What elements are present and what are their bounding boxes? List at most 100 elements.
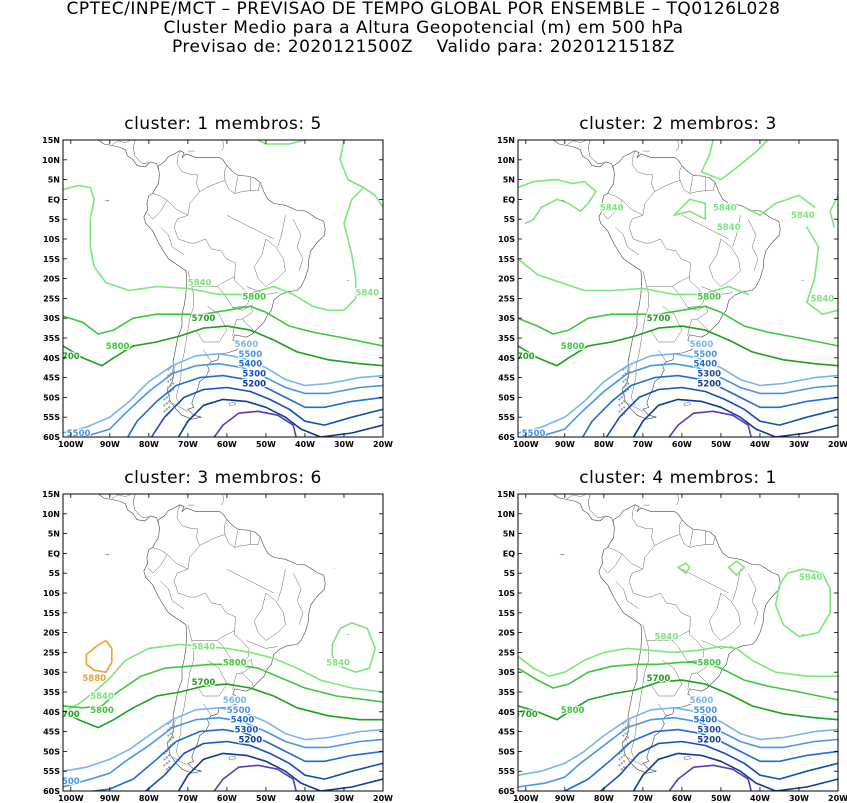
contour-label: 5700 <box>192 314 216 324</box>
contour-label: 5840 <box>90 692 114 702</box>
contour-label: 5840 <box>791 211 815 221</box>
contour-label: 5400 <box>693 716 717 726</box>
island <box>627 757 644 766</box>
country-border <box>203 703 212 716</box>
archipelago-island <box>626 724 630 727</box>
lat-label: 5N <box>48 530 60 539</box>
country-border <box>175 270 194 406</box>
map-frame <box>517 493 839 792</box>
archipelago-island <box>167 386 170 389</box>
contour-label: 5500 <box>238 350 262 360</box>
archipelago-island <box>167 734 170 737</box>
contour-line <box>63 353 383 434</box>
archipelago-island <box>168 400 171 403</box>
contour-line <box>63 325 383 367</box>
lon-label: 40W <box>295 440 315 449</box>
lon-label: 80W <box>139 440 159 449</box>
island <box>675 140 680 152</box>
country-border <box>602 553 644 574</box>
lat-label: 10N <box>42 156 60 165</box>
country-border <box>602 199 644 220</box>
contour-line <box>177 398 383 437</box>
contour-label: 5840 <box>326 658 350 668</box>
country-border <box>705 182 716 191</box>
country-border <box>147 553 189 574</box>
lat-label: 60S <box>498 787 515 796</box>
lat-label: 35S <box>498 334 515 343</box>
lat-label: 40S <box>498 708 515 717</box>
archipelago-island <box>165 768 168 771</box>
country-border <box>277 569 286 601</box>
lon-label: 40W <box>750 440 770 449</box>
lon-label: 90W <box>555 794 575 803</box>
lat-label: 5N <box>503 176 515 185</box>
archipelago-island <box>624 732 627 735</box>
lat-label: 45S <box>43 374 60 383</box>
archipelago-island <box>168 406 171 409</box>
archipelago-island <box>168 760 171 763</box>
archipelago-island <box>163 410 166 413</box>
archipelago-island <box>165 756 168 759</box>
contour-line <box>673 198 707 220</box>
lat-label: 55S <box>498 413 515 422</box>
panel-1-title: cluster: 1 membros: 5 <box>124 114 322 134</box>
lon-label: 100W <box>58 440 84 449</box>
lat-label: 50S <box>43 393 60 402</box>
lon-label: 20W <box>828 440 847 449</box>
lon-label: 50W <box>711 440 731 449</box>
lat-label: EQ <box>503 195 515 204</box>
lat-label: 40S <box>43 708 60 717</box>
header-line-2: Cluster Medio para a Altura Geopotencial… <box>163 18 684 38</box>
lon-label: 60W <box>217 794 237 803</box>
lon-label: 60W <box>217 440 237 449</box>
lat-label: 30S <box>498 314 515 323</box>
contour-line <box>599 740 838 791</box>
country-border <box>234 177 251 194</box>
contour-label: 5840 <box>799 573 823 583</box>
coastline <box>97 494 326 774</box>
archipelago-island <box>626 370 630 373</box>
lat-label: 60S <box>498 433 515 442</box>
contour-line <box>518 645 838 677</box>
map-frame <box>62 493 384 792</box>
country-border <box>687 305 708 337</box>
country-border <box>708 238 741 287</box>
contour-line <box>518 305 838 347</box>
country-border <box>631 505 655 546</box>
contour-line <box>700 140 769 181</box>
island <box>220 140 225 152</box>
contour-line <box>177 752 383 791</box>
contour-label: 5300 <box>697 726 721 736</box>
lat-label: 55S <box>43 767 60 776</box>
country-border <box>615 226 640 255</box>
contour-line <box>339 140 365 189</box>
lat-label: 5S <box>504 569 516 578</box>
archipelago-island <box>168 766 171 769</box>
lat-label: 20S <box>498 275 515 284</box>
country-border <box>203 349 212 362</box>
contour-label: 5700 <box>647 314 671 324</box>
archipelago-island <box>171 370 175 373</box>
lon-label: 70W <box>633 794 653 803</box>
lon-label: 50W <box>256 794 276 803</box>
lat-label: 25S <box>43 648 60 657</box>
archipelago-island <box>618 404 621 407</box>
contour-line <box>331 621 377 673</box>
archipelago-island <box>622 386 625 389</box>
lat-label: 45S <box>498 728 515 737</box>
country-border <box>176 151 200 192</box>
country-border <box>689 177 706 194</box>
archipelago-island <box>620 408 623 411</box>
contour-line <box>257 140 306 145</box>
contour-label: 5840 <box>811 294 835 304</box>
contour-line <box>518 707 838 777</box>
country-border <box>708 592 741 641</box>
header-line-1: CPTEC/INPE/MCT – PREVISAO DE TEMPO GLOBA… <box>66 0 781 19</box>
country-border <box>253 238 286 287</box>
contour-label: 5840 <box>713 203 737 213</box>
archipelago-island <box>620 396 623 399</box>
archipelago-island <box>163 764 166 767</box>
lat-label: 15N <box>42 136 60 145</box>
contour-line <box>805 226 838 315</box>
